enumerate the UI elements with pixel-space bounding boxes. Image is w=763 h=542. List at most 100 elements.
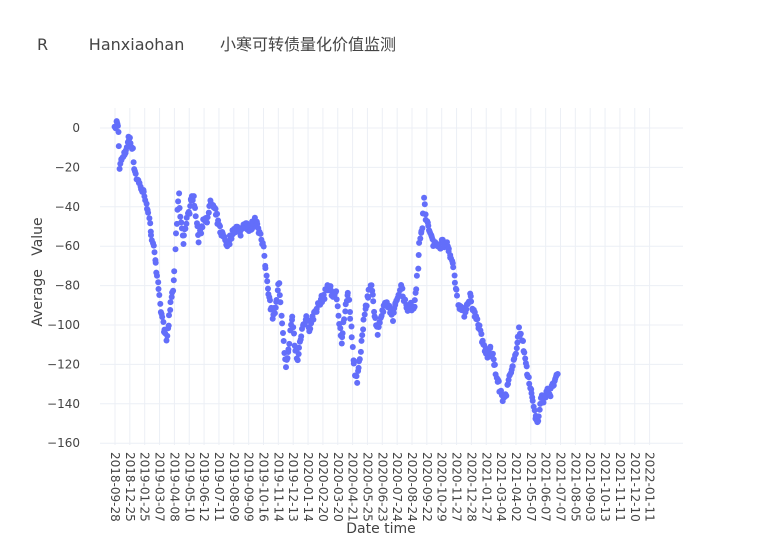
data-point — [276, 280, 283, 287]
data-point — [346, 296, 353, 303]
y-tick-label: −100 — [47, 318, 80, 332]
data-point — [478, 331, 485, 337]
data-point — [264, 278, 271, 285]
x-tick-label: 2019-04-08 — [167, 452, 181, 522]
data-point — [523, 363, 530, 370]
x-tick-label: 2020-11-27 — [450, 452, 464, 522]
y-tick-label: −40 — [55, 200, 80, 214]
data-point — [359, 332, 366, 339]
data-point — [155, 279, 162, 286]
data-point — [170, 287, 177, 294]
data-point — [276, 292, 283, 299]
data-point — [195, 239, 202, 246]
data-point — [333, 288, 340, 295]
data-point — [451, 279, 458, 286]
data-point — [198, 230, 205, 237]
data-point — [274, 287, 281, 294]
data-point — [260, 243, 267, 250]
data-point — [164, 332, 171, 339]
y-tick-label: −160 — [47, 436, 80, 450]
data-point — [360, 316, 367, 323]
data-point — [421, 194, 428, 201]
data-point — [348, 323, 355, 330]
data-point — [503, 392, 510, 399]
data-point — [547, 393, 554, 400]
data-point — [205, 209, 212, 216]
data-point — [145, 209, 152, 216]
x-tick-label: 2021-07-07 — [554, 452, 568, 522]
data-point — [310, 316, 317, 323]
data-point — [285, 346, 292, 353]
x-tick-label: 2021-01-27 — [479, 452, 493, 522]
data-point — [347, 309, 353, 315]
grid-lines — [100, 108, 683, 445]
data-point — [129, 145, 136, 152]
data-point — [474, 316, 481, 323]
x-tick-label: 2019-10-16 — [257, 452, 271, 522]
data-point — [272, 304, 279, 311]
data-point — [339, 330, 346, 337]
data-point — [148, 232, 154, 239]
data-point — [498, 387, 504, 394]
data-point — [214, 210, 221, 217]
data-point — [271, 310, 278, 317]
data-point — [321, 296, 328, 302]
data-point — [415, 252, 422, 258]
data-point — [204, 214, 211, 221]
data-point — [278, 312, 285, 319]
x-tick-label: 2020-03-20 — [331, 452, 345, 522]
data-point — [175, 198, 182, 205]
data-point — [177, 213, 184, 220]
x-tick-label: 2019-05-10 — [182, 452, 196, 522]
data-point — [204, 219, 210, 226]
data-point — [265, 285, 271, 292]
y-tick-label: −80 — [55, 279, 80, 293]
data-point — [290, 324, 297, 331]
data-point — [166, 312, 172, 319]
data-point — [151, 249, 158, 256]
data-point — [178, 219, 185, 226]
data-point — [212, 205, 219, 212]
x-tick-label: 2021-08-05 — [568, 452, 582, 522]
x-tick-label: 2020-12-28 — [464, 452, 478, 522]
data-point — [531, 407, 538, 414]
data-point — [463, 306, 470, 313]
data-point — [289, 313, 296, 320]
data-point — [525, 374, 532, 381]
data-point — [173, 230, 179, 237]
data-point — [509, 363, 516, 370]
data-point — [540, 399, 547, 406]
data-point — [180, 241, 187, 247]
data-point — [337, 325, 344, 332]
data-point — [226, 241, 233, 248]
x-tick-label: 2019-08-09 — [227, 452, 241, 522]
data-point — [350, 360, 357, 367]
data-point — [372, 315, 379, 321]
data-point — [417, 235, 424, 242]
data-point — [422, 211, 429, 218]
data-point — [130, 159, 137, 166]
x-tick-label: 2021-11-11 — [613, 452, 627, 522]
data-point — [167, 307, 174, 313]
x-tick-label: 2020-05-25 — [360, 452, 374, 522]
x-tick-label: 2021-06-07 — [539, 452, 553, 522]
data-point — [454, 292, 460, 299]
data-point — [163, 337, 170, 344]
data-point — [354, 379, 361, 386]
data-point — [279, 320, 286, 327]
data-point — [283, 364, 289, 371]
x-tick-label: 2019-11-14 — [271, 452, 285, 522]
data-point — [380, 308, 387, 315]
data-point — [390, 318, 396, 324]
y-axis-title: Average Value — [30, 217, 46, 326]
data-point — [190, 193, 197, 200]
data-point — [334, 303, 341, 310]
data-point — [183, 220, 190, 227]
data-point — [369, 291, 376, 298]
data-point — [168, 294, 175, 300]
data-point — [150, 242, 157, 249]
data-point — [468, 298, 475, 305]
data-point — [262, 265, 269, 272]
x-tick-label: 2019-09-09 — [242, 452, 256, 522]
